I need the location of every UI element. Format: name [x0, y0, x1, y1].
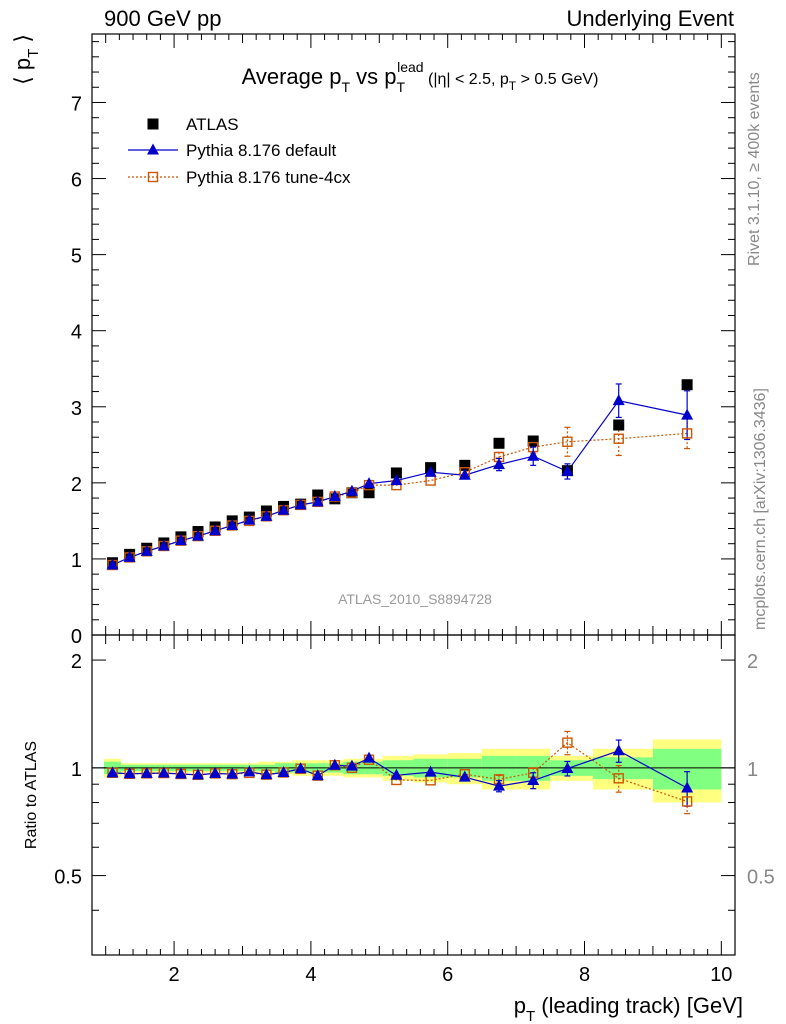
point-atlas: [459, 459, 471, 471]
legend-label-tune4cx: Pythia 8.176 tune-4cx: [186, 168, 351, 187]
point-default: [345, 484, 358, 496]
point-atlas: [613, 419, 625, 431]
ratio-point-default: [612, 744, 625, 756]
point-default: [390, 474, 403, 486]
ratio-point-default: [363, 751, 376, 763]
ratio-point-tune4cx: [681, 796, 693, 807]
point-default: [493, 458, 506, 470]
ratio-tick-label: 0.5: [54, 867, 82, 889]
ratio-point-default: [294, 762, 307, 774]
point-default: [527, 449, 540, 461]
ratio-point-default: [192, 768, 205, 780]
ratio-frame: [91, 634, 736, 956]
ratio-point-default: [328, 758, 341, 770]
analysis-watermark: ATLAS_2010_S8894728: [338, 591, 492, 607]
legend-marker-atlas: [147, 118, 159, 130]
ratio-point-default: [209, 766, 222, 778]
y-tick-label: 5: [71, 246, 82, 268]
ratio-point-default: [174, 767, 187, 779]
point-default: [561, 464, 574, 476]
x-axis-label: pT (leading track) [GeV]: [514, 993, 743, 1024]
ratio-tick-label: 1: [71, 759, 82, 781]
ratio-point-default: [424, 765, 437, 777]
ratio-point-default: [140, 766, 153, 778]
header-left: 900 GeV pp: [104, 6, 222, 31]
point-default: [458, 468, 471, 480]
ratio-point-default: [458, 770, 471, 782]
ratio-point-default: [311, 769, 324, 781]
ratio-point-default: [157, 766, 170, 778]
legend-label-default: Pythia 8.176 default: [186, 141, 337, 160]
point-tune4cx: [425, 475, 436, 486]
x-tick-label: 6: [442, 964, 453, 986]
point-default: [243, 513, 256, 525]
ratio-point-default: [390, 768, 403, 780]
point-atlas: [527, 435, 539, 447]
point-default: [106, 558, 119, 570]
point-default: [294, 498, 307, 510]
point-default: [123, 550, 136, 562]
ratio-point-default: [106, 766, 119, 778]
point-default: [209, 524, 222, 536]
x-tick-label: 4: [305, 964, 316, 986]
ratio-point-default: [681, 781, 694, 793]
ratio-point-tune4cx: [562, 737, 573, 748]
y-tick-label: 6: [71, 170, 82, 192]
ratio-tick-label: 2: [71, 651, 82, 673]
ratio-point-default: [345, 759, 358, 771]
point-default: [612, 394, 625, 406]
header-right: Underlying Event: [566, 6, 734, 31]
ratio-tick-label-right: 0.5: [747, 867, 775, 889]
ratio-point-default: [123, 767, 136, 779]
tick-group: [92, 34, 735, 955]
point-atlas: [493, 437, 505, 449]
x-tick-label: 8: [579, 964, 590, 986]
point-default: [277, 503, 290, 515]
point-default: [140, 544, 153, 556]
y-tick-label: 0: [71, 626, 82, 648]
point-atlas: [312, 489, 324, 501]
y-tick-label: 7: [71, 93, 82, 115]
point-tune4cx: [562, 436, 573, 447]
y-tick-label: 3: [71, 398, 82, 420]
legend-marker-tune4cx: [147, 171, 159, 183]
legend-label-atlas: ATLAS: [186, 115, 239, 134]
point-atlas: [681, 379, 693, 391]
x-tick-label: 2: [169, 964, 180, 986]
point-atlas: [390, 467, 402, 479]
ratio-tick-label-right: 2: [747, 651, 758, 673]
y-tick-label: 2: [71, 474, 82, 496]
ratio-point-default: [226, 767, 239, 779]
point-default: [260, 509, 273, 521]
ratio-point-tune4cx: [613, 773, 624, 784]
ratio-point-default: [260, 768, 273, 780]
ratio-tick-label-right: 1: [747, 759, 758, 781]
legend-marker-default: [147, 143, 159, 155]
point-default: [174, 534, 187, 546]
point-default: [226, 518, 239, 530]
ratio-point-default: [277, 765, 290, 777]
point-default: [681, 408, 694, 420]
point-default: [311, 495, 324, 507]
point-default: [157, 539, 170, 551]
point-tune4cx: [613, 433, 624, 444]
x-tick-label: 10: [710, 964, 732, 986]
point-atlas: [363, 487, 375, 499]
chart-title: Average pT vs pTlead (|η| < 2.5, pT > 0.…: [242, 59, 599, 95]
y-tick-label: 4: [71, 322, 82, 344]
y-axis-label-ratio: Ratio to ATLAS: [23, 741, 40, 849]
point-default: [424, 465, 437, 477]
y-tick-label: 1: [71, 550, 82, 572]
ratio-point-default: [561, 762, 574, 774]
point-default: [328, 490, 341, 502]
point-default: [192, 529, 205, 541]
ratio-point-default: [527, 774, 540, 786]
line-tune4cx: [112, 432, 688, 566]
point-default: [363, 477, 376, 489]
ratio-point-default: [493, 779, 506, 791]
point-tune4cx: [681, 428, 693, 439]
y-axis-label-main: ⟨ pT ⟩: [10, 34, 42, 85]
ratio-point-default: [243, 765, 256, 777]
